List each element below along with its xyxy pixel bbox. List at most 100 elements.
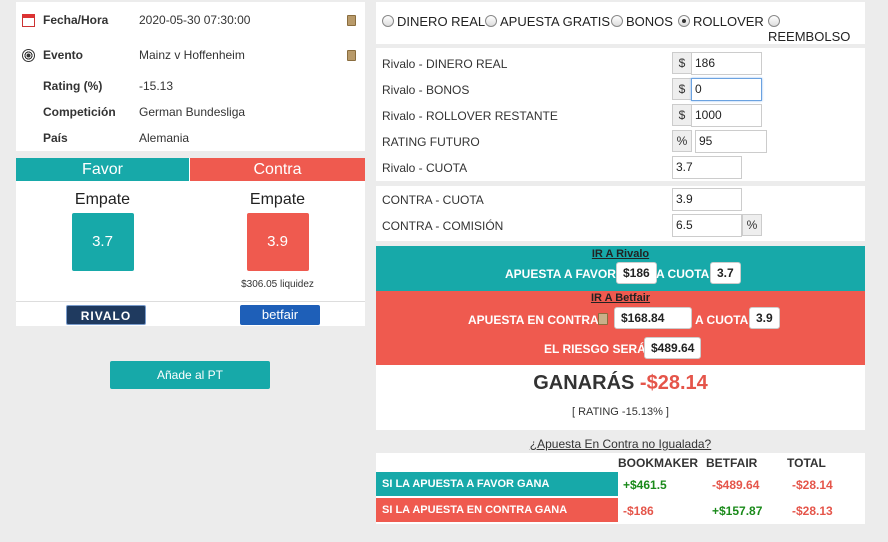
contra-header: Contra <box>190 158 365 181</box>
currency-addon: $ <box>672 52 692 74</box>
rollover-input[interactable]: 1000 <box>691 104 762 127</box>
favor-odds: 3.7 <box>71 213 134 271</box>
radio-icon[interactable] <box>768 15 780 27</box>
mode-selector: DINERO REAL APUESTA GRATIS BONOS ROLLOVE… <box>376 2 865 44</box>
row-favor-bookmaker: +$461.5 <box>623 478 667 492</box>
contra-odds: 3.9 <box>246 213 309 271</box>
row-label-favor: SI LA APUESTA A FAVOR GANA <box>376 472 618 496</box>
mode-label: DINERO REAL <box>397 14 486 29</box>
contra-selection: Empate <box>249 191 306 208</box>
comision-input[interactable]: 6.5 <box>672 214 742 237</box>
apuesta-contra-value: $168.84 <box>614 307 692 329</box>
apuesta-favor-value: $186 <box>616 262 657 284</box>
contra-column: Contra Empate 3.9 $306.05 liquidez <box>190 158 365 326</box>
dinero-real-label: Rivalo - DINERO REAL <box>382 57 508 71</box>
ir-rivalo-link[interactable]: IR A Rivalo <box>591 248 650 260</box>
favor-result-block: IR A Rivalo APUESTA A FAVOR $186 A CUOTA… <box>376 246 865 291</box>
evento-value: Mainz v Hoffenheim <box>139 48 245 62</box>
row-label-contra: SI LA APUESTA EN CONTRA GANA <box>376 498 618 522</box>
contra-cuota-row: CONTRA - CUOTA 3.9 <box>376 186 865 212</box>
rivalo-logo[interactable]: RIVALO <box>66 305 146 325</box>
cuota-input[interactable]: 3.7 <box>672 156 742 179</box>
col-header-bookmaker: BOOKMAKER <box>618 456 698 470</box>
riesgo-value: $489.64 <box>644 337 702 359</box>
row-contra-total: -$28.13 <box>792 504 833 518</box>
competicion-label: Competición <box>43 105 116 119</box>
apuesta-contra-label: APUESTA EN CONTRA <box>468 313 599 327</box>
pais-value: Alemania <box>139 131 190 145</box>
favor-cuota-value: 3.7 <box>710 262 741 284</box>
mode-label: APUESTA GRATIS <box>500 14 611 29</box>
mode-apuesta-gratis[interactable]: APUESTA GRATIS <box>485 14 610 29</box>
ganaras-line: GANARÁS -$28.14 <box>376 372 865 395</box>
evento-label: Evento <box>43 48 84 62</box>
rating-futuro-row: RATING FUTURO % 95 <box>376 128 865 154</box>
favor-header: Favor <box>16 158 189 181</box>
pais-label: País <box>43 131 68 145</box>
profit-summary: GANARÁS -$28.14 [ RATING -15.13% ] <box>376 365 865 430</box>
radio-icon[interactable] <box>485 15 497 27</box>
clipboard-icon[interactable] <box>598 313 608 325</box>
rating-row: Rating (%) -15.13 <box>16 75 365 101</box>
radio-selected-icon[interactable] <box>678 15 690 27</box>
rating-futuro-label: RATING FUTURO <box>382 135 480 149</box>
add-to-pt-button[interactable]: Añade al PT <box>110 361 270 389</box>
unmatched-bet-link[interactable]: ¿Apuesta En Contra no Igualada? <box>529 437 712 451</box>
radio-icon[interactable] <box>611 15 623 27</box>
contra-liquidity: $306.05 liquidez <box>241 279 314 290</box>
row-favor-betfair: -$489.64 <box>712 478 760 492</box>
contra-cuota-input[interactable]: 3.9 <box>672 188 742 211</box>
favor-selection: Empate <box>74 191 131 208</box>
clipboard-icon[interactable] <box>347 50 356 61</box>
cuota-row: Rivalo - CUOTA 3.7 <box>376 154 865 180</box>
col-header-total: TOTAL <box>787 456 826 470</box>
col-header-betfair: BETFAIR <box>706 456 758 470</box>
event-info-panel: Fecha/Hora 2020-05-30 07:30:00 Evento Ma… <box>16 2 365 151</box>
mode-label: REEMBOLSO <box>768 29 851 44</box>
ganaras-label: GANARÁS <box>533 372 635 394</box>
soccer-ball-icon <box>22 49 35 62</box>
fecha-value: 2020-05-30 07:30:00 <box>139 13 251 27</box>
clipboard-icon[interactable] <box>347 15 356 26</box>
divider <box>16 301 365 302</box>
currency-addon: $ <box>672 104 692 126</box>
rollover-row: Rivalo - ROLLOVER RESTANTE $ 1000 <box>376 102 865 128</box>
ir-betfair-link[interactable]: IR A Betfair <box>590 292 651 304</box>
calendar-icon <box>22 14 35 27</box>
rollover-label: Rivalo - ROLLOVER RESTANTE <box>382 109 558 123</box>
fecha-label: Fecha/Hora <box>43 13 109 27</box>
percent-addon: % <box>742 214 762 236</box>
exchange-inputs: CONTRA - CUOTA 3.9 CONTRA - COMISIÓN 6.5… <box>376 186 865 241</box>
currency-addon: $ <box>672 78 692 100</box>
favor-column: Favor Empate 3.7 <box>16 158 189 326</box>
bonos-label: Rivalo - BONOS <box>382 83 470 97</box>
dinero-real-input[interactable]: 186 <box>691 52 762 75</box>
mode-dinero-real[interactable]: DINERO REAL <box>382 14 485 29</box>
rating-label: Rating (%) <box>43 79 103 93</box>
outcome-table: BOOKMAKER BETFAIR TOTAL SI LA APUESTA A … <box>376 453 865 524</box>
bonos-row: Rivalo - BONOS $ 0 <box>376 76 865 102</box>
bookmaker-inputs: Rivalo - DINERO REAL $ 186 Rivalo - BONO… <box>376 48 865 181</box>
mode-rollover[interactable]: ROLLOVER <box>678 14 764 29</box>
contra-cuota-label: CONTRA - CUOTA <box>382 193 484 207</box>
row-contra-betfair: +$157.87 <box>712 504 763 518</box>
apuesta-favor-label: APUESTA A FAVOR <box>505 267 616 281</box>
bonos-input[interactable]: 0 <box>691 78 762 101</box>
betfair-logo[interactable]: betfair <box>240 305 320 325</box>
percent-addon: % <box>672 130 692 152</box>
mode-bonos[interactable]: BONOS <box>611 14 673 29</box>
row-contra-bookmaker: -$186 <box>623 504 654 518</box>
a-cuota-label: A CUOTA <box>656 267 710 281</box>
radio-icon[interactable] <box>382 15 394 27</box>
pais-row: País Alemania <box>16 127 365 153</box>
mode-reembolso[interactable]: REEMBOLSO <box>768 14 865 44</box>
mode-label: ROLLOVER <box>693 14 764 29</box>
a-cuota-label: A CUOTA <box>695 313 749 327</box>
rating-summary: [ RATING -15.13% ] <box>572 406 669 418</box>
rating-futuro-input[interactable]: 95 <box>695 130 767 153</box>
contra-result-block: IR A Betfair APUESTA EN CONTRA $168.84 A… <box>376 291 865 365</box>
evento-row: Evento Mainz v Hoffenheim <box>16 44 365 70</box>
comision-label: CONTRA - COMISIÓN <box>382 219 504 233</box>
fecha-row: Fecha/Hora 2020-05-30 07:30:00 <box>16 9 365 35</box>
competicion-value: German Bundesliga <box>139 105 246 119</box>
